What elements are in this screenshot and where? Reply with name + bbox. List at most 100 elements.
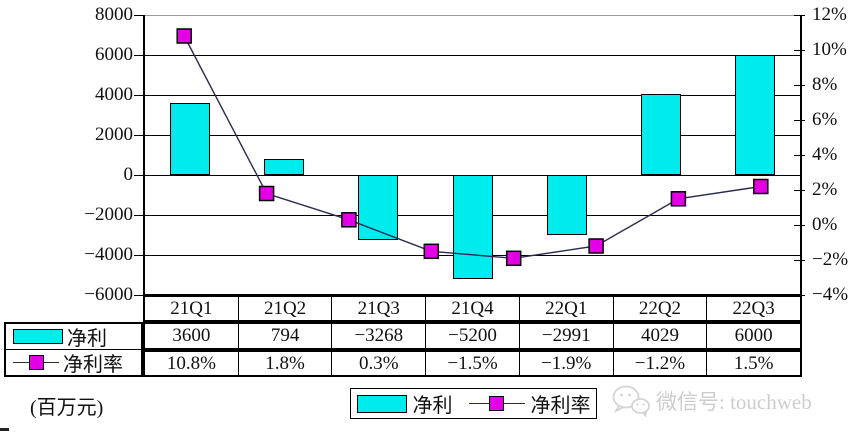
net-profit-label: 净利	[67, 327, 107, 350]
left-axis-tick-label: 6000	[95, 44, 133, 65]
right-axis-tick-label: 4%	[812, 144, 838, 165]
right-axis-tick-label: −2%	[812, 249, 849, 270]
net-profit-bar	[358, 175, 399, 241]
table-header-cell: 22Q1	[518, 297, 613, 320]
right-axis-tick	[794, 190, 805, 192]
net-margin-cell: 0.3%	[331, 352, 425, 375]
right-axis-tick-label: 6%	[812, 109, 838, 130]
legend: 净利 净利率	[350, 388, 597, 419]
net-profit-cell: −5200	[425, 324, 519, 348]
net-margin-line-swatch	[13, 354, 59, 370]
left-axis-tick-label: 2000	[95, 124, 133, 145]
net-margin-cell: −1.9%	[518, 352, 613, 375]
table-header-cell: 21Q1	[170, 297, 213, 319]
legend-line-marker-icon	[489, 396, 504, 411]
left-axis-tick	[134, 215, 143, 217]
left-axis-tick-label: −4000	[84, 244, 133, 265]
margin-line-marker	[505, 250, 522, 267]
margin-line-marker	[423, 243, 440, 260]
right-axis-tick	[794, 15, 805, 17]
margin-line	[183, 35, 761, 260]
net-margin-label: 净利率	[63, 353, 123, 376]
gridline	[143, 95, 802, 97]
table-header-row: 21Q1 21Q2 21Q3 21Q4 22Q1 22Q2 22Q3	[143, 295, 802, 322]
left-axis-tick-label: 4000	[95, 84, 133, 105]
net-profit-bar	[452, 175, 493, 279]
left-axis-tick	[134, 55, 143, 57]
right-axis-tick-label: 12%	[812, 4, 847, 25]
right-axis-tick	[794, 260, 805, 262]
right-axis-tick	[794, 225, 805, 227]
watermark: 微信号: touchweb	[612, 384, 812, 417]
right-axis-tick-label: 8%	[812, 74, 838, 95]
right-axis-tick	[794, 120, 805, 122]
left-axis-tick-label: 0	[123, 164, 134, 185]
margin-line-marker	[588, 238, 604, 254]
row-label-net-margin: 净利率	[6, 350, 141, 376]
net-margin-cell: 1.8%	[237, 352, 332, 375]
net-profit-bar	[170, 103, 211, 175]
table-header-cell: 22Q3	[706, 297, 800, 320]
net-margin-cell: 1.5%	[706, 352, 800, 375]
wechat-icon	[612, 385, 650, 417]
table-row-net-profit: 3600 794 −3268 −5200 −2991 4029 6000	[143, 322, 802, 350]
right-axis-tick-label: 10%	[812, 39, 847, 60]
unit-label: (百万元)	[30, 397, 104, 419]
left-axis-tick-label: −2000	[84, 204, 133, 225]
left-axis-tick	[134, 255, 143, 257]
margin-line-marker	[670, 191, 687, 207]
legend-bar-label: 净利	[412, 395, 453, 417]
margin-line-marker	[753, 178, 769, 195]
net-profit-cell: 3600	[172, 325, 211, 346]
table-row-net-margin: 10.8% 1.8% 0.3% −1.5% −1.9% −1.2% 1.5%	[143, 350, 802, 377]
net-profit-bar	[546, 175, 587, 235]
row-label-net-profit: 净利	[6, 324, 141, 350]
corner-artifact	[0, 428, 9, 431]
net-profit-bar	[640, 94, 681, 175]
margin-line-marker	[258, 185, 275, 202]
right-axis-tick-label: 2%	[812, 179, 838, 200]
right-axis-tick	[794, 85, 805, 87]
legend-line-swatch	[468, 395, 525, 412]
left-axis-tick-label: 8000	[95, 4, 133, 25]
table-header-cell: 21Q4	[425, 297, 519, 320]
right-axis-tick-label: 0%	[812, 214, 838, 235]
legend-bar-swatch	[356, 394, 407, 413]
net-profit-cell: −3268	[331, 324, 425, 348]
table-header-cell: 21Q2	[237, 297, 332, 320]
gridline	[143, 294, 802, 296]
margin-line-series	[176, 28, 769, 267]
left-axis-tick-label: −6000	[84, 284, 133, 305]
right-axis-tick	[794, 155, 805, 157]
gridline	[143, 15, 802, 16]
margin-line-marker	[341, 212, 357, 228]
legend-line-label: 净利率	[530, 395, 591, 417]
net-margin-cell: 10.8%	[166, 352, 216, 374]
table-header-cell: 22Q2	[612, 297, 707, 320]
left-axis-tick	[134, 295, 143, 297]
left-axis-tick	[134, 135, 143, 137]
watermark-text: 微信号: touchweb	[656, 389, 812, 414]
net-profit-bar-swatch	[13, 328, 63, 344]
net-margin-cell: −1.2%	[612, 352, 707, 375]
plot-area	[134, 15, 805, 297]
margin-line-marker	[176, 28, 192, 44]
net-profit-bar	[264, 159, 305, 175]
net-profit-cell: 6000	[706, 324, 800, 348]
net-profit-cell: 4029	[612, 324, 707, 348]
right-axis-tick	[794, 50, 805, 52]
net-margin-cell: −1.5%	[425, 352, 519, 375]
gridline	[143, 135, 802, 137]
net-profit-cell: −2991	[518, 324, 613, 348]
left-axis-tick	[134, 95, 143, 97]
left-axis-tick	[134, 175, 143, 177]
right-axis-tick-label: −4%	[812, 284, 849, 305]
net-profit-bar	[734, 55, 775, 175]
left-axis-line	[143, 15, 145, 295]
gridline	[143, 55, 802, 57]
net-profit-cell: 794	[237, 324, 332, 348]
net-margin-marker-icon	[28, 354, 44, 370]
left-axis-tick	[134, 15, 143, 17]
table-label-column: 净利 净利率	[4, 322, 143, 377]
